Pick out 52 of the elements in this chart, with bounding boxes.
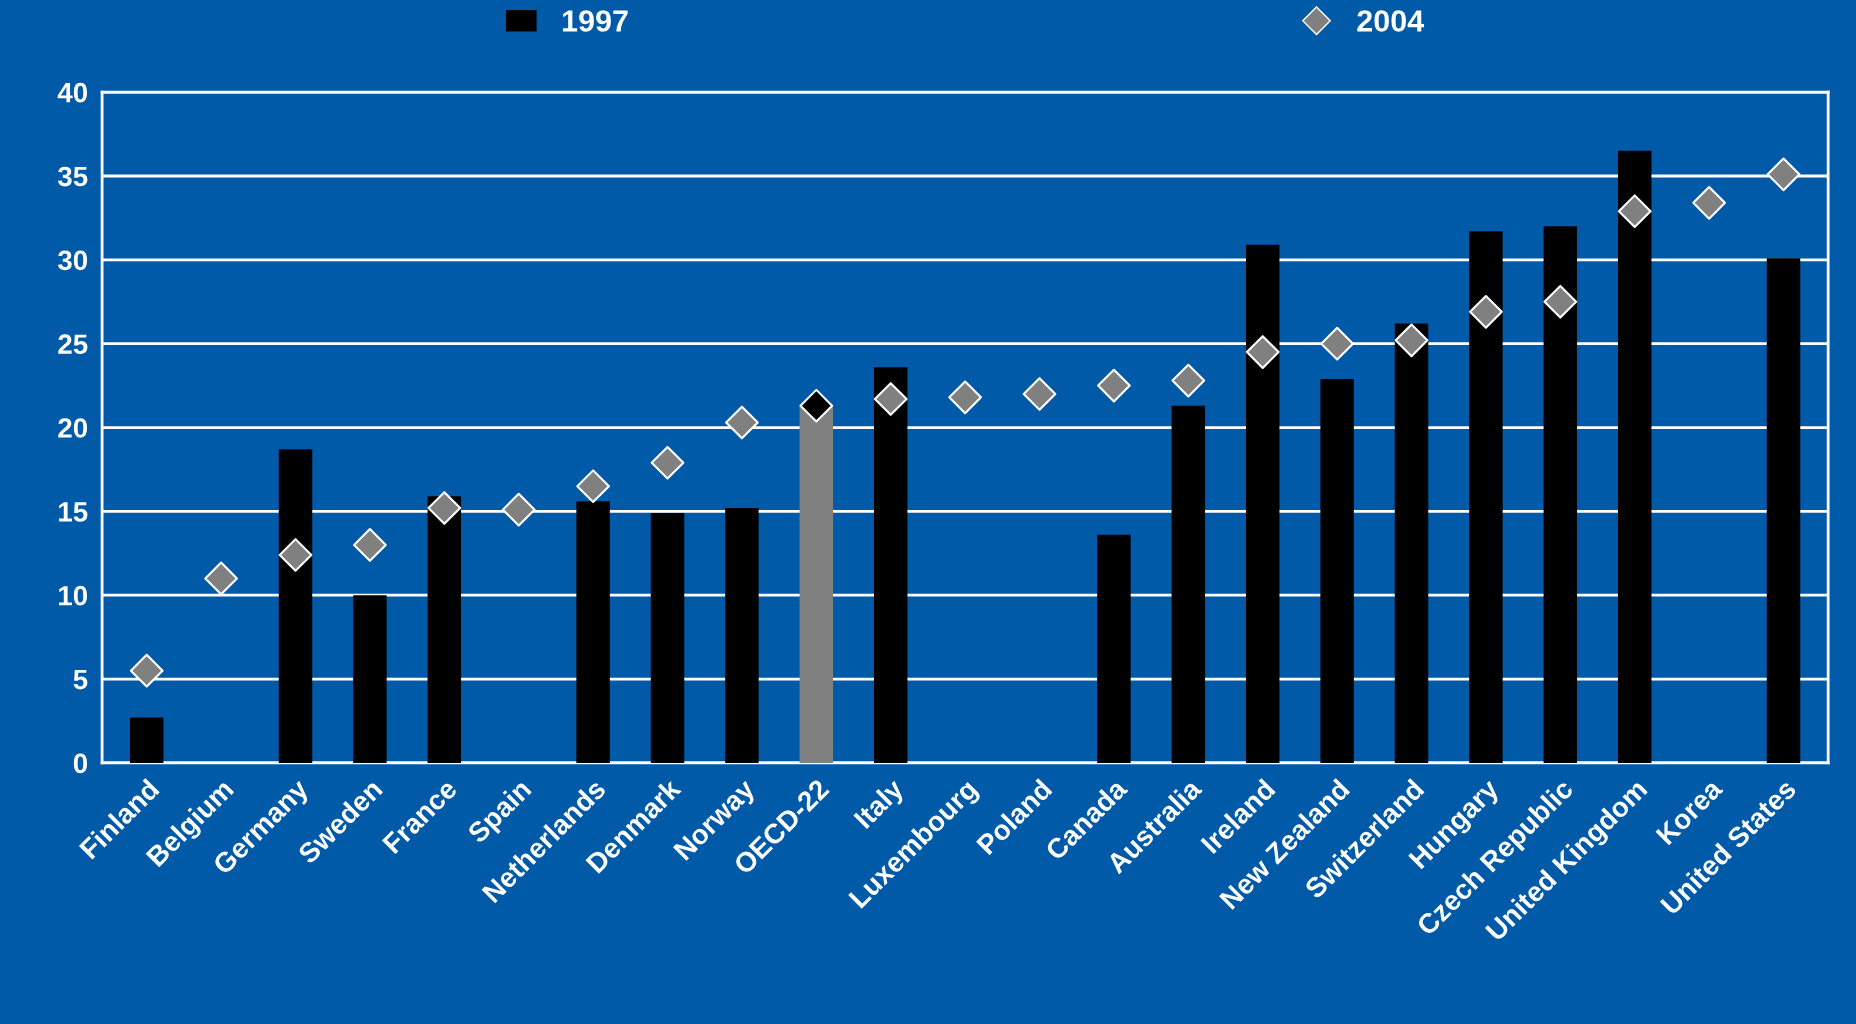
bar bbox=[1320, 378, 1354, 763]
point bbox=[353, 528, 387, 562]
point bbox=[1469, 294, 1503, 329]
bar bbox=[873, 367, 908, 763]
point bbox=[725, 405, 759, 440]
y-tick-label: 0 bbox=[73, 753, 88, 774]
bar bbox=[1543, 226, 1578, 763]
bar bbox=[1245, 244, 1280, 763]
bar bbox=[576, 501, 610, 763]
y-tick-label: 15 bbox=[59, 502, 88, 522]
y-tick-label: 40 bbox=[57, 82, 88, 103]
bar bbox=[129, 717, 164, 763]
bar bbox=[1171, 405, 1206, 763]
point bbox=[1171, 363, 1206, 398]
point bbox=[576, 469, 610, 504]
bar bbox=[1097, 534, 1131, 763]
point bbox=[1766, 157, 1801, 192]
point bbox=[1097, 368, 1131, 403]
point bbox=[1022, 377, 1057, 411]
point bbox=[129, 653, 164, 688]
point bbox=[1692, 185, 1726, 220]
bar bbox=[278, 449, 313, 763]
point bbox=[650, 445, 685, 480]
bar bbox=[427, 496, 462, 763]
bar bbox=[725, 508, 759, 763]
bar bbox=[650, 513, 685, 763]
legend-label: 2004 bbox=[1357, 10, 1425, 32]
bar bbox=[1394, 323, 1429, 763]
legend-label: 1997 bbox=[562, 10, 628, 32]
bar bbox=[353, 595, 387, 763]
point bbox=[427, 491, 462, 525]
point bbox=[501, 492, 536, 527]
bar bbox=[799, 405, 834, 763]
bar bbox=[1766, 258, 1801, 763]
point bbox=[799, 388, 834, 423]
y-tick-label: 25 bbox=[58, 334, 88, 355]
bar bbox=[1469, 231, 1503, 763]
point bbox=[1543, 284, 1578, 319]
y-tick-label: 30 bbox=[57, 250, 88, 271]
point bbox=[873, 382, 908, 416]
y-tick-label: 20 bbox=[58, 418, 88, 438]
point bbox=[1617, 194, 1652, 229]
point bbox=[204, 561, 238, 596]
point bbox=[948, 380, 982, 415]
y-tick-label: 10 bbox=[59, 585, 88, 606]
point bbox=[1320, 326, 1354, 361]
y-tick-label: 35 bbox=[57, 166, 88, 187]
point bbox=[1245, 335, 1280, 369]
point bbox=[1394, 323, 1429, 358]
point bbox=[278, 538, 313, 572]
y-tick-label: 5 bbox=[73, 669, 88, 690]
bar bbox=[1617, 150, 1652, 763]
